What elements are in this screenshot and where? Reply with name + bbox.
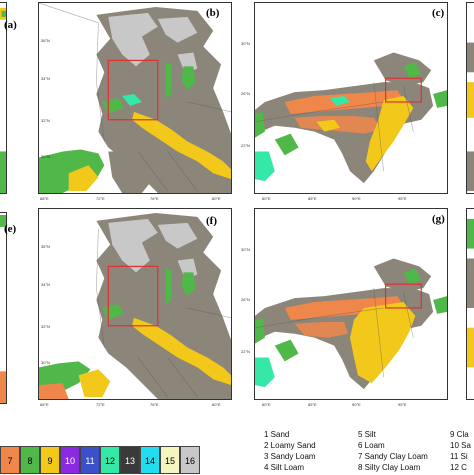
panel-label-e: (e) bbox=[4, 223, 17, 235]
colorbar-cell-15: 15 bbox=[160, 446, 180, 474]
ne-c-x-tick-3: 95°E bbox=[398, 196, 407, 201]
panel-label-f: (f) bbox=[206, 215, 217, 227]
ne-g-x-tick-1: 85°E bbox=[308, 402, 317, 407]
map-right-top-canvas bbox=[467, 3, 474, 193]
kashmir-f-y-tick-0: 36°N bbox=[41, 244, 50, 249]
ne-g-x-tick-2: 90°E bbox=[352, 402, 361, 407]
colorbar-cell-9: 9 bbox=[40, 446, 60, 474]
colorbar-label: 12 bbox=[104, 456, 115, 466]
ne-c-x-tick-1: 85°E bbox=[308, 196, 317, 201]
colorbar-cell-8: 8 bbox=[20, 446, 40, 474]
colorbar-cell-14: 14 bbox=[140, 446, 160, 474]
map-e-canvas bbox=[0, 213, 6, 403]
kashmir-b-x-tick-1: 72°E bbox=[96, 196, 105, 201]
legend-item-7: 7 Sandy Clay Loam bbox=[358, 452, 428, 461]
ne-g-y-tick-0: 30°N bbox=[241, 247, 250, 252]
colorbar-label: 9 bbox=[47, 456, 53, 466]
map-panel-c bbox=[254, 2, 448, 194]
colorbar: 7 8 9 10 11 12 13 14 15 16 bbox=[0, 446, 200, 474]
colorbar-cell-11: 11 bbox=[80, 446, 100, 474]
ne-g-y-tick-2: 22°N bbox=[241, 349, 250, 354]
kashmir-f-x-tick-1: 72°E bbox=[96, 402, 105, 407]
map-panel-f: 36°N 34°N 32°N 30°N bbox=[38, 208, 232, 400]
map-g-canvas bbox=[255, 209, 447, 399]
legend-item-8: 8 Silty Clay Loam bbox=[358, 463, 421, 472]
map-right-bottom-canvas bbox=[467, 209, 474, 399]
map-panel-e bbox=[0, 212, 7, 404]
ne-g-y-tick-1: 26°N bbox=[241, 297, 250, 302]
kashmir-b-x-tick-0: 68°E bbox=[40, 196, 49, 201]
colorbar-cell-16: 16 bbox=[180, 446, 200, 474]
map-b-canvas bbox=[39, 3, 231, 193]
colorbar-label: 13 bbox=[124, 456, 135, 466]
colorbar-label: 14 bbox=[144, 456, 155, 466]
colorbar-label: 16 bbox=[184, 456, 195, 466]
legend-item-1: 1 Sand bbox=[264, 430, 290, 439]
map-panel-right-bottom bbox=[466, 208, 474, 400]
map-panel-g bbox=[254, 208, 448, 400]
map-panel-right-top bbox=[466, 2, 474, 194]
colorbar-label: 7 bbox=[7, 456, 13, 466]
legend-item-5: 5 Silt bbox=[358, 430, 376, 439]
map-c-canvas bbox=[255, 3, 447, 193]
ne-c-y-tick-2: 22°N bbox=[241, 143, 250, 148]
ne-c-x-tick-0: 80°E bbox=[262, 196, 271, 201]
kashmir-b-x-tick-3: 80°E bbox=[212, 196, 221, 201]
kashmir-b-y-tick-2: 32°N bbox=[41, 118, 50, 123]
panel-label-b: (b) bbox=[206, 7, 220, 19]
colorbar-cell-13: 13 bbox=[120, 446, 140, 474]
colorbar-label: 11 bbox=[85, 456, 95, 466]
legend-item-10: 10 Sa bbox=[450, 441, 471, 450]
ne-c-y-tick-0: 30°N bbox=[241, 41, 250, 46]
map-panel-a bbox=[0, 2, 7, 194]
legend-item-2: 2 Loamy Sand bbox=[264, 441, 316, 450]
ne-g-x-tick-0: 80°E bbox=[262, 402, 271, 407]
kashmir-b-y-tick-1: 34°N bbox=[41, 76, 50, 81]
map-f-canvas bbox=[39, 209, 231, 399]
map-panel-b: 36°N 34°N 32°N 30°N bbox=[38, 2, 232, 194]
kashmir-b-x-tick-2: 76°E bbox=[150, 196, 159, 201]
colorbar-label: 8 bbox=[27, 456, 33, 466]
legend-item-12: 12 C bbox=[450, 463, 467, 472]
colorbar-label: 15 bbox=[164, 456, 175, 466]
colorbar-label: 10 bbox=[64, 456, 75, 466]
kashmir-b-y-tick-3: 30°N bbox=[41, 154, 50, 159]
colorbar-cell-12: 12 bbox=[100, 446, 120, 474]
kashmir-f-x-tick-0: 68°E bbox=[40, 402, 49, 407]
kashmir-f-y-tick-1: 34°N bbox=[41, 282, 50, 287]
legend-item-3: 3 Sandy Loam bbox=[264, 452, 316, 461]
ne-c-y-tick-1: 26°N bbox=[241, 91, 250, 96]
colorbar-cell-7: 7 bbox=[0, 446, 20, 474]
colorbar-cell-10: 10 bbox=[60, 446, 80, 474]
legend-item-6: 6 Loam bbox=[358, 441, 385, 450]
ne-c-x-tick-2: 90°E bbox=[352, 196, 361, 201]
legend-item-11: 11 Si bbox=[450, 452, 468, 461]
panel-label-c: (c) bbox=[432, 7, 445, 19]
kashmir-f-y-tick-2: 32°N bbox=[41, 324, 50, 329]
kashmir-b-y-tick-0: 36°N bbox=[41, 38, 50, 43]
map-a-canvas bbox=[0, 3, 6, 193]
kashmir-f-y-tick-3: 30°N bbox=[41, 360, 50, 365]
legend-item-9: 9 Cla bbox=[450, 430, 469, 439]
ne-g-x-tick-3: 95°E bbox=[398, 402, 407, 407]
kashmir-f-x-tick-2: 76°E bbox=[150, 402, 159, 407]
panel-label-g: (g) bbox=[432, 213, 445, 225]
legend-item-4: 4 Silt Loam bbox=[264, 463, 305, 472]
panel-label-a: (a) bbox=[4, 19, 17, 31]
kashmir-f-x-tick-3: 80°E bbox=[212, 402, 221, 407]
